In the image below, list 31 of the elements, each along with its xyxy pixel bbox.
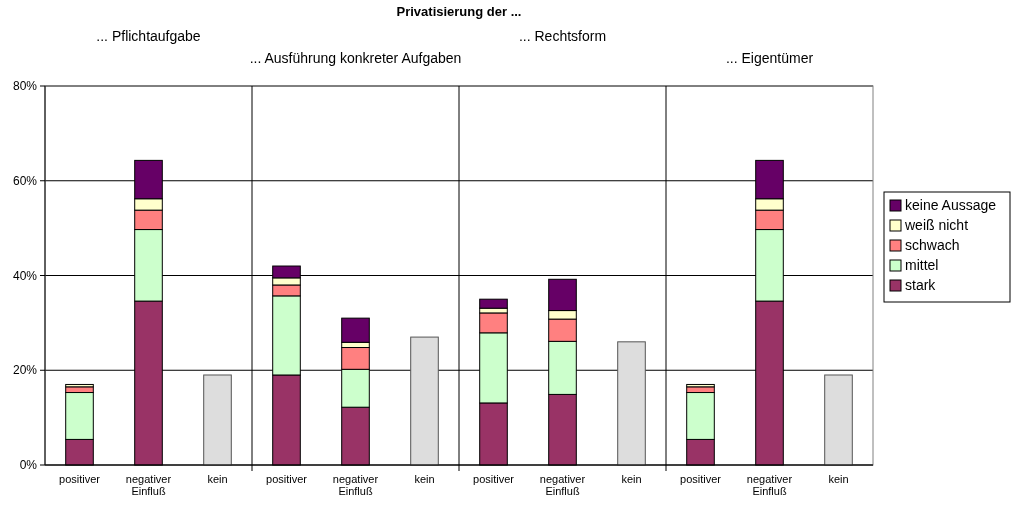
x-tick-label: negativer Einfluß — [125, 473, 172, 497]
text: ... Ausführung konkreter Aufgaben — [249, 50, 462, 66]
x-tick-label: negativer Einfluß — [332, 473, 379, 497]
y-tick-label: 80% — [12, 79, 38, 93]
chart-title: Privatisierung der ... — [396, 4, 522, 19]
legend-label: mittel — [905, 257, 939, 273]
bar — [410, 336, 439, 466]
y-tick-label: 60% — [12, 173, 38, 188]
x-tick-label: negativer Einfluß — [746, 473, 793, 497]
x-tick-label: kein — [207, 473, 228, 485]
x-tick-label: positiver — [59, 473, 101, 485]
bar — [203, 374, 232, 466]
legend-label: stark — [905, 277, 937, 293]
x-tick-label: kein — [828, 473, 849, 485]
y-tick-label: 0% — [19, 458, 38, 472]
x-tick-label: positiver — [680, 473, 722, 485]
text: ... Pflichtaufgabe — [96, 28, 201, 44]
text: ... Eigentümer — [725, 50, 814, 66]
bar — [617, 341, 646, 466]
bar — [824, 374, 853, 466]
legend-label: weiß nicht — [904, 217, 969, 233]
x-tick-label: kein — [414, 473, 435, 485]
y-tick-label: 20% — [12, 363, 38, 378]
x-tick-label: positiver — [266, 473, 308, 485]
legend-label: keine Aussage — [905, 197, 997, 213]
legend-label: schwach — [905, 237, 960, 253]
text: ... Rechtsform — [518, 28, 607, 44]
x-tick-label: kein — [621, 473, 642, 485]
y-tick-label: 40% — [12, 268, 38, 283]
x-tick-label: positiver — [473, 473, 515, 485]
x-tick-label: negativer Einfluß — [539, 473, 586, 497]
